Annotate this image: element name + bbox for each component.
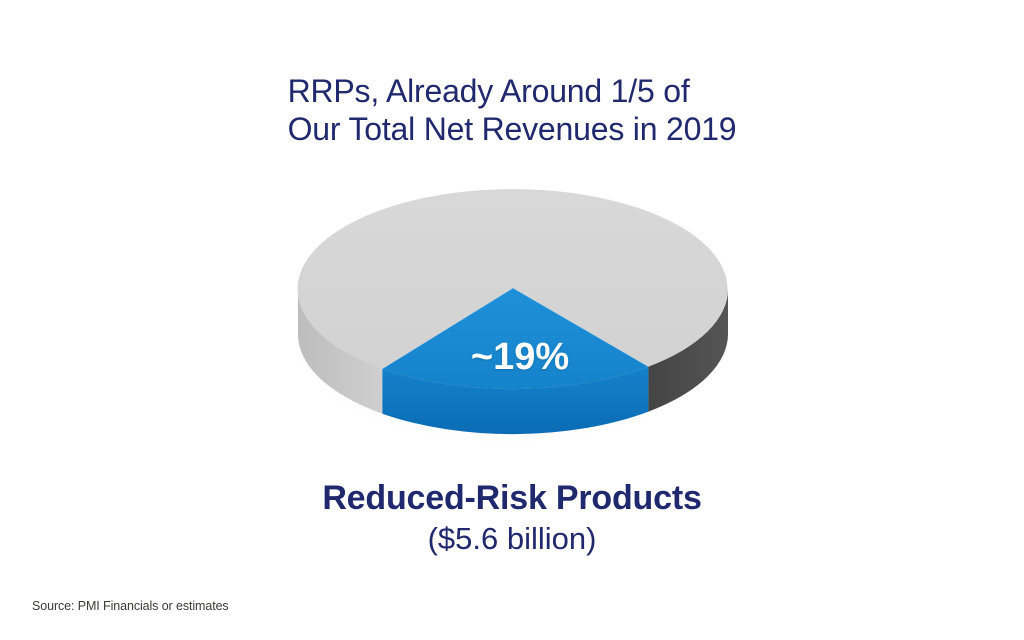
page-title: RRPs, Already Around 1/5 of Our Total Ne… [0, 72, 1024, 148]
pie-slice-rrp[interactable] [382, 288, 649, 390]
title-text-group: RRPs, Already Around 1/5 of Our Total Ne… [288, 72, 737, 148]
pie-side-wall-gray-right [648, 288, 729, 412]
source-note: Source: PMI Financials or estimates [32, 599, 229, 613]
pie-side-wall-blue [382, 366, 649, 435]
pie-slice-other [297, 189, 728, 369]
caption-subtitle: ($5.6 billion) [427, 521, 597, 556]
pie-chart [256, 180, 768, 470]
title-line-1: RRPs, Already Around 1/5 of [287, 73, 690, 109]
pie-chart-svg [288, 189, 732, 447]
pie-slice-edge-highlight [382, 287, 649, 370]
chart-caption: Reduced-Risk Products ($5.6 billion) [0, 478, 1024, 558]
caption-title: Reduced-Risk Products [322, 479, 702, 517]
title-line-2: Our Total Net Revenues in 2019 [287, 111, 737, 147]
pie-side-wall-gray-left [297, 288, 383, 414]
